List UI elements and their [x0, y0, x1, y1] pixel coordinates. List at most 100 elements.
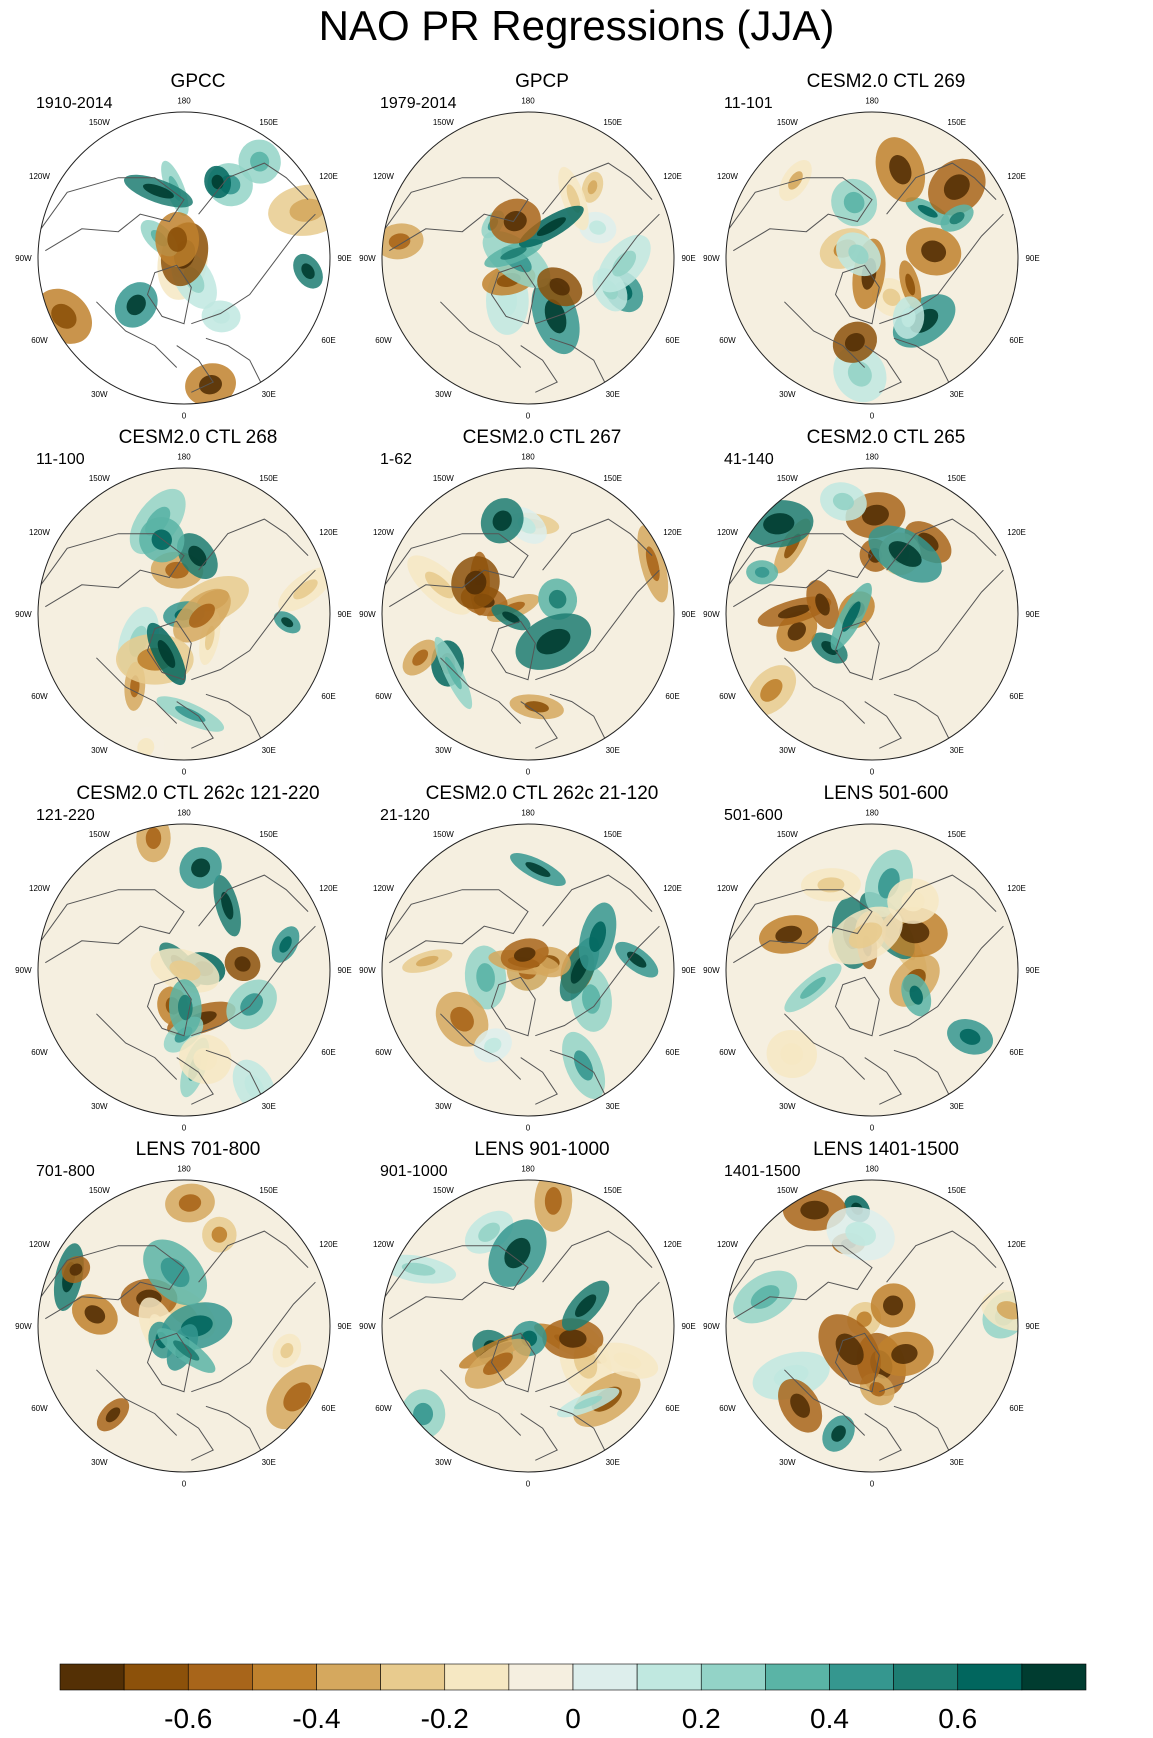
- coastline: [490, 976, 536, 1037]
- panel-period: 11-101: [724, 95, 773, 112]
- longitude-label: 0: [182, 412, 187, 421]
- coastline: [728, 177, 873, 252]
- map-boundary: [37, 823, 331, 1117]
- longitude-label: 30E: [606, 390, 620, 399]
- coastline: [96, 301, 178, 368]
- field-contour: [289, 198, 325, 222]
- field-contour: [220, 891, 234, 920]
- panel-period: 1401-1500: [724, 1163, 801, 1180]
- field-contour: [612, 250, 637, 277]
- map-boundary: [381, 823, 675, 1117]
- coastline: [549, 693, 609, 746]
- polar-map: 180 150E 120E 90E 60E 30E 0 30W 60W 90W 120W 150W: [15, 452, 352, 777]
- field-contour: [848, 244, 869, 265]
- field-contour: [800, 1200, 829, 1220]
- longitude-label: 60E: [1009, 1048, 1023, 1057]
- longitude-label: 150W: [777, 1186, 798, 1195]
- longitude-label: 150E: [603, 830, 622, 839]
- coastline: [535, 1281, 660, 1393]
- longitude-label: 60E: [665, 692, 679, 701]
- field-contour: [188, 545, 207, 567]
- longitude-label: 120E: [1007, 172, 1026, 181]
- coastline: [490, 264, 536, 325]
- longitude-label: 150W: [433, 118, 454, 127]
- field-contour: [888, 541, 922, 567]
- field-contour: [750, 1285, 780, 1309]
- longitude-label: 150E: [259, 118, 278, 127]
- longitude-label: 30E: [262, 390, 276, 399]
- coastline: [40, 177, 185, 252]
- longitude-label: 60W: [375, 336, 392, 345]
- colorbar-tick-label: 0: [565, 1703, 581, 1734]
- coastline: [440, 1013, 522, 1080]
- map-panel: 180 150E 120E 90E 60E 30E 0 30W 60W 90W 120W 150W LE…: [694, 1138, 1078, 1532]
- coastline: [40, 889, 185, 964]
- field-contour: [525, 862, 551, 877]
- longitude-label: 0: [182, 768, 187, 777]
- field-contour: [51, 303, 77, 329]
- colorbar-swatch: [636, 1663, 702, 1691]
- longitude-label: 150W: [433, 830, 454, 839]
- map-boundary: [725, 823, 1019, 1117]
- field-shading: [384, 498, 669, 749]
- field-contour: [589, 220, 607, 235]
- longitude-label: 120E: [319, 528, 338, 537]
- field-contour: [476, 963, 495, 992]
- panel-title: LENS 501-600: [823, 783, 949, 804]
- longitude-label: 30E: [950, 1458, 964, 1467]
- field-contour: [909, 985, 923, 1005]
- longitude-label: 30W: [779, 390, 796, 399]
- field-contour: [905, 273, 916, 296]
- polar-map: 180 150E 120E 90E 60E 30E 0 30W 60W 90W 120W 150W: [359, 1164, 696, 1488]
- map-panel: 180 150E 120E 90E 60E 30E 0 30W 60W 90W 120W 150W LE…: [6, 1138, 390, 1532]
- coastline: [146, 264, 192, 325]
- field-contour: [800, 976, 826, 999]
- map-boundary: [381, 1179, 675, 1473]
- coastline: [893, 337, 953, 390]
- colorbar-swatch: [187, 1663, 253, 1691]
- field-contour: [548, 589, 567, 609]
- longitude-label: 120W: [29, 172, 50, 181]
- colorbar-swatch: [1021, 1663, 1087, 1691]
- coastline: [384, 177, 529, 252]
- longitude-label: 30E: [262, 1458, 276, 1467]
- longitude-label: 30E: [262, 1102, 276, 1111]
- map-boundary: [725, 111, 1019, 405]
- coastline: [520, 701, 558, 749]
- coastline: [886, 1230, 997, 1283]
- field-contour: [84, 1305, 106, 1324]
- coastline: [535, 925, 660, 1037]
- longitude-label: 120E: [1007, 884, 1026, 893]
- map-panel: 180 150E 120E 90E 60E 30E 0 30W 60W 90W 120W 150W CE…: [694, 70, 1078, 464]
- longitude-label: 30W: [435, 746, 452, 755]
- coastline: [520, 1413, 558, 1461]
- map-panel: 180 150E 120E 90E 60E 30E 0 30W 60W 90W 120W 150W LE…: [694, 782, 1078, 1176]
- coastline: [549, 337, 609, 390]
- field-contour: [126, 294, 146, 316]
- longitude-label: 0: [870, 1480, 875, 1489]
- longitude-label: 0: [870, 768, 875, 777]
- field-contour: [856, 1311, 872, 1327]
- field-shading: [384, 853, 660, 1105]
- field-contour: [891, 1343, 918, 1364]
- coastline: [549, 1049, 609, 1102]
- field-contour: [464, 570, 487, 595]
- longitude-label: 150W: [777, 118, 798, 127]
- field-contour: [861, 504, 889, 526]
- colorbar-swatch: [508, 1663, 574, 1691]
- longitude-label: 90W: [703, 966, 720, 975]
- field-shading: [38, 139, 330, 404]
- longitude-label: 180: [865, 452, 879, 461]
- field-contour: [589, 921, 607, 953]
- coastline: [176, 1413, 214, 1461]
- longitude-label: 120W: [29, 528, 50, 537]
- field-contour: [843, 191, 865, 214]
- coastline: [784, 301, 866, 368]
- panel-title: CESM2.0 CTL 267: [462, 427, 622, 448]
- field-contour: [901, 890, 925, 912]
- longitude-label: 90W: [703, 1322, 720, 1331]
- coastline: [146, 1332, 192, 1393]
- colorbar-tick-label: 0.2: [682, 1703, 721, 1734]
- longitude-label: 90W: [15, 1322, 32, 1331]
- coastline: [205, 1049, 265, 1102]
